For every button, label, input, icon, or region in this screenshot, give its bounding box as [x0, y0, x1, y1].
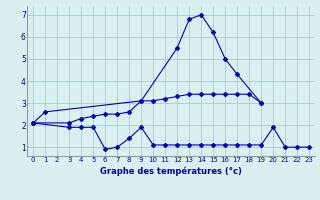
X-axis label: Graphe des températures (°c): Graphe des températures (°c) [100, 166, 242, 176]
